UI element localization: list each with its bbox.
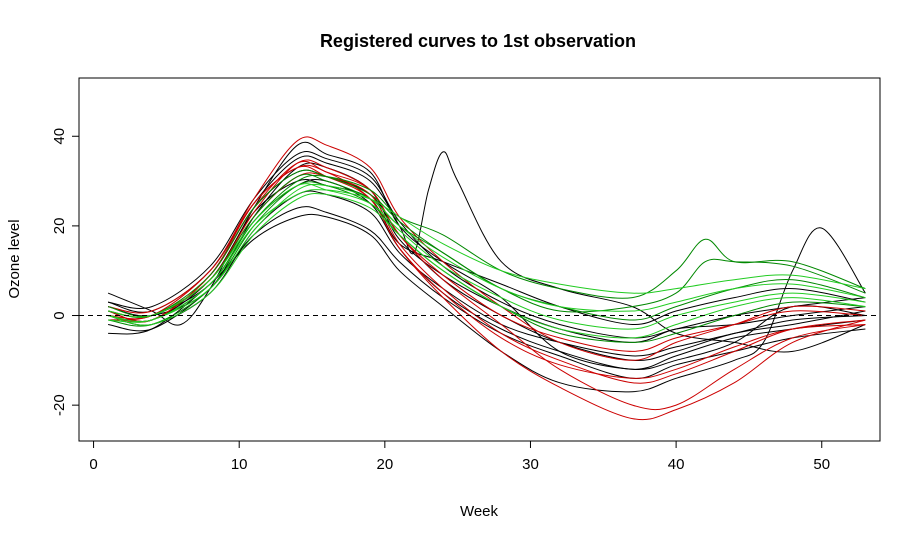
series-line-obs-12 [108, 165, 865, 419]
x-tick-label: 10 [231, 456, 248, 473]
series-line-obs-20 [108, 170, 865, 317]
series-line-obs-13 [108, 137, 865, 360]
series-line-obs-06 [108, 207, 865, 379]
series-line-obs-22 [108, 184, 865, 322]
x-tick-label: 20 [376, 456, 393, 473]
y-tick-label: 20 [51, 218, 68, 235]
x-axis-label: Week [460, 503, 499, 520]
x-axis: 0 10 20 30 40 50 [89, 441, 830, 473]
y-tick-label: -20 [51, 394, 68, 416]
x-tick-label: 50 [813, 456, 830, 473]
x-tick-label: 0 [89, 456, 97, 473]
series-layer [108, 137, 865, 420]
chart-title: Registered curves to 1st observation [320, 31, 636, 51]
x-tick-label: 30 [522, 456, 539, 473]
y-tick-label: 0 [51, 311, 68, 319]
y-axis-label: Ozone level [6, 219, 23, 298]
y-axis: -20 0 20 40 [51, 128, 79, 416]
x-tick-label: 40 [668, 456, 685, 473]
plot-frame [79, 78, 880, 441]
y-tick-label: 40 [51, 128, 68, 145]
series-line-obs-14 [108, 173, 865, 383]
